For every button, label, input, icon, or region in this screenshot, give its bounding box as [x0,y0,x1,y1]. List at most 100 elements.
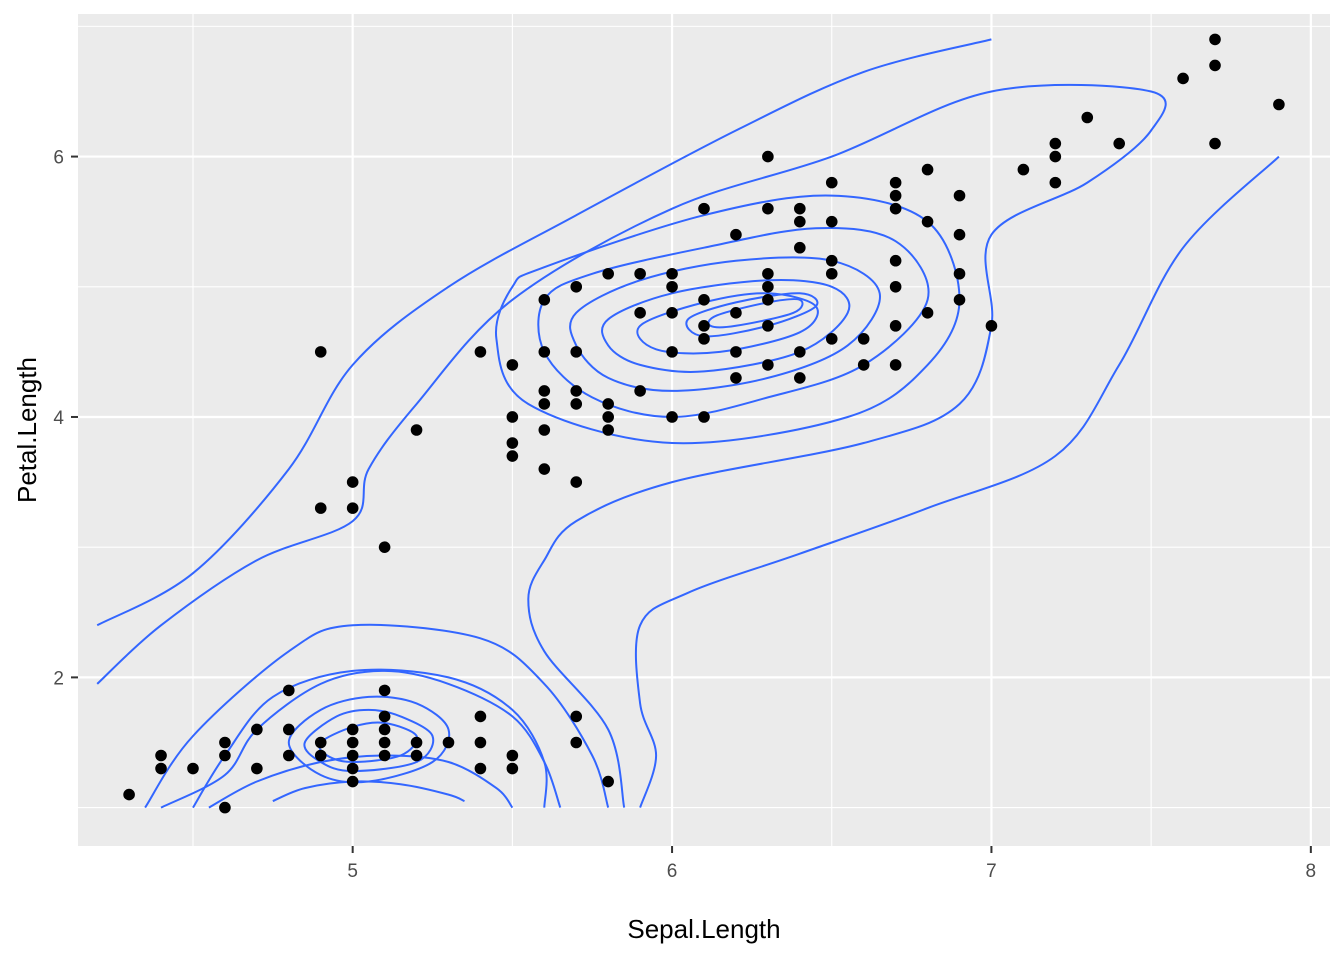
density-contour-line [192,668,548,809]
data-point [730,372,742,384]
data-point [762,320,774,332]
data-point [410,424,423,436]
data-point [378,684,391,697]
data-point [1209,33,1221,46]
data-point [506,411,519,423]
data-point [282,684,295,697]
data-point [346,502,359,514]
data-point [889,189,902,202]
data-point [538,398,551,410]
data-point [698,202,710,215]
data-point [570,385,583,397]
data-point [889,359,902,371]
data-point [794,202,806,215]
data-point [474,346,487,358]
data-point [953,189,966,202]
data-point [634,307,646,319]
data-point [474,736,487,749]
data-point [953,267,966,280]
x-tick-label: 5 [347,861,358,882]
data-point [378,541,391,553]
data-point [1081,111,1094,124]
data-point [251,762,263,775]
data-point [346,775,359,788]
data-point [825,176,838,189]
data-point [602,775,614,788]
minor-gridlines [78,14,1330,846]
data-point [378,710,391,723]
x-tick-label: 7 [986,861,997,882]
data-point [602,267,614,280]
data-point [538,463,551,475]
data-point [314,502,327,514]
x-axis-title: Sepal.Length [627,914,780,944]
density-contour-line [634,155,1280,808]
data-point [730,307,742,319]
data-point [570,280,583,293]
data-point [794,241,806,254]
data-point [1209,59,1221,72]
data-point [506,450,519,462]
data-point [219,749,231,762]
data-point [985,320,998,332]
data-point [1049,150,1062,163]
data-point [506,359,519,371]
data-point [730,346,742,358]
data-point [921,163,934,176]
plot-panel [78,14,1330,846]
data-point [602,424,614,436]
data-point [538,293,551,306]
y-tick-label: 2 [53,668,64,689]
x-tick-label: 6 [667,861,678,882]
density-contour-line [96,38,992,627]
data-point [474,710,487,723]
data-point [889,254,902,267]
data-point [1049,176,1062,189]
data-point [698,320,710,332]
data-point [698,333,710,345]
data-point [602,398,614,410]
density-contour-line [96,83,1167,808]
data-point [666,280,678,293]
data-point [538,385,551,397]
data-point [123,788,135,801]
x-axis-ticks: 5 6 7 8 [347,846,1316,882]
data-point [1017,163,1030,176]
data-point [155,762,167,775]
data-point [378,749,391,762]
data-points [123,33,1285,814]
data-point [314,749,327,762]
data-point [602,411,614,423]
y-tick-label: 4 [53,408,64,429]
y-axis-ticks: 2 4 6 [53,148,78,689]
data-point [314,736,327,749]
density-contour-line [537,226,930,419]
data-point [570,346,583,358]
density-contours [96,38,1280,809]
data-point [410,736,423,749]
data-point [762,267,774,280]
data-point [666,267,678,280]
data-point [378,736,391,749]
data-point [634,385,646,397]
data-point [825,333,838,345]
data-point [570,710,583,723]
data-point [825,267,838,280]
data-point [762,280,774,293]
data-point [634,267,646,280]
y-tick-label: 6 [53,148,64,169]
data-point [921,307,934,319]
data-point [762,293,774,306]
data-point [762,150,774,163]
data-point [442,736,455,749]
data-point [825,215,838,228]
data-point [889,176,902,189]
data-point [538,346,551,358]
data-point [857,333,870,345]
density-contour-line [160,669,562,809]
density-contour-line [494,194,961,445]
data-point [251,723,263,736]
density-contour-line [569,256,881,392]
data-point [187,762,199,775]
